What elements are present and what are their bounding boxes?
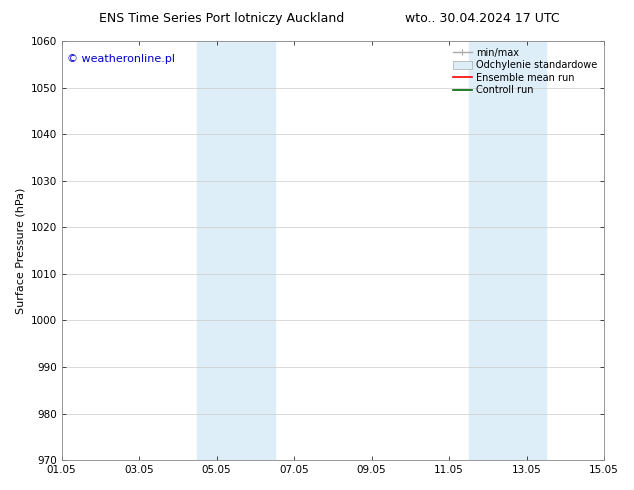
Text: wto.. 30.04.2024 17 UTC: wto.. 30.04.2024 17 UTC <box>404 12 559 25</box>
Text: © weatheronline.pl: © weatheronline.pl <box>67 53 175 64</box>
Bar <box>469 41 546 460</box>
Bar <box>197 41 275 460</box>
Y-axis label: Surface Pressure (hPa): Surface Pressure (hPa) <box>15 187 25 314</box>
Text: ENS Time Series Port lotniczy Auckland: ENS Time Series Port lotniczy Auckland <box>100 12 344 25</box>
Legend: min/max, Odchylenie standardowe, Ensemble mean run, Controll run: min/max, Odchylenie standardowe, Ensembl… <box>451 46 599 97</box>
